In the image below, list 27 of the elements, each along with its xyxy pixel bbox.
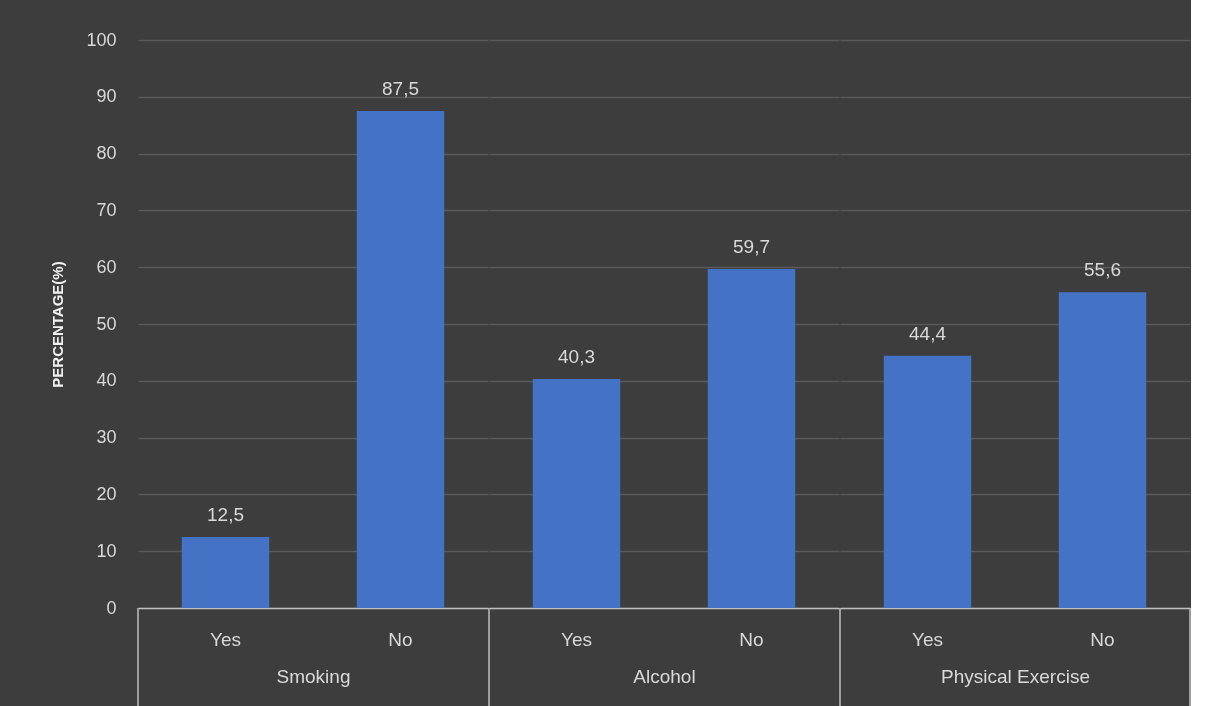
y-tick-label: 70 [96, 199, 117, 220]
y-tick-label: 100 [86, 29, 117, 50]
data-label: 44,4 [909, 322, 947, 344]
data-label: 59,7 [733, 235, 770, 257]
y-tick-label: 10 [96, 540, 117, 561]
x-axis-title: Physical Exercise [941, 665, 1090, 687]
data-label: 40,3 [558, 346, 595, 368]
x-tick-label: Yes [561, 628, 592, 650]
y-tick-label: 20 [96, 483, 117, 504]
y-tick-label: 90 [96, 86, 117, 107]
x-tick-label: No [739, 628, 764, 650]
y-tick-label: 30 [96, 427, 117, 448]
y-tick-label: 50 [96, 313, 117, 334]
data-label: 87,5 [382, 78, 419, 99]
x-axis-title: Smoking [276, 665, 351, 687]
x-tick-label: Yes [912, 628, 943, 650]
x-tick-label: No [388, 628, 413, 650]
y-tick-label: 80 [96, 143, 117, 164]
data-label: 12,5 [207, 504, 244, 525]
x-axis-title: Alcohol [633, 665, 696, 687]
data-label: 55,6 [1084, 259, 1121, 281]
x-tick-label: No [1090, 628, 1115, 650]
y-axis-title: PERCENTAGE(%) [49, 261, 67, 388]
y-tick-label: 0 [106, 597, 117, 618]
y-tick-label: 60 [96, 256, 117, 277]
x-tick-label: Yes [210, 628, 241, 650]
y-tick-label: 40 [96, 370, 117, 391]
